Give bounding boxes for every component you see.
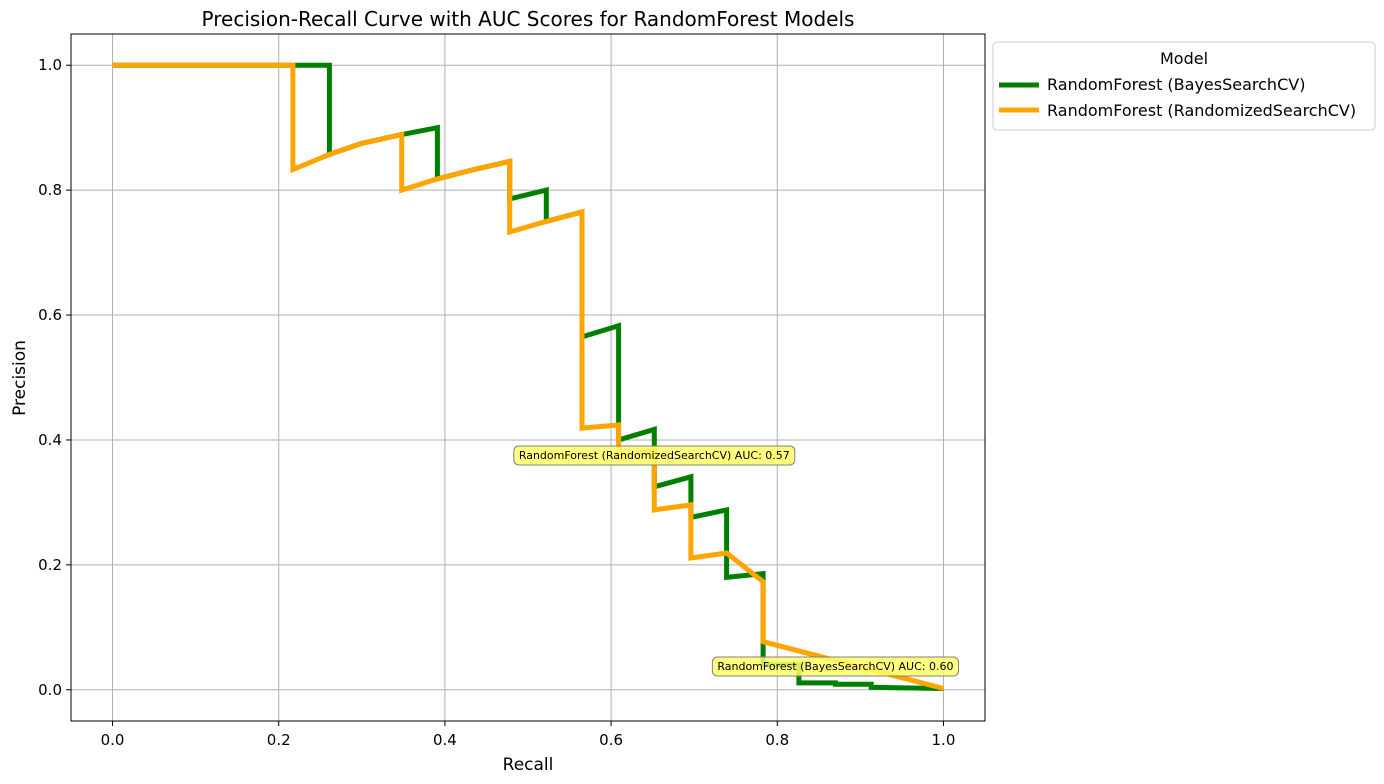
legend: Model RandomForest (BayesSearchCV) Rando… bbox=[992, 41, 1376, 131]
y-tick-label: 0.8 bbox=[38, 181, 62, 199]
chart-title: Precision-Recall Curve with AUC Scores f… bbox=[202, 7, 855, 31]
x-tick-label: 0.0 bbox=[101, 731, 125, 749]
x-tick-label: 0.6 bbox=[599, 731, 623, 749]
x-tick-label: 1.0 bbox=[932, 731, 956, 749]
ticks: 0.0 0.2 0.4 0.6 0.8 1.0 0.0 0.2 0.4 0.6 0.8 1.0 bbox=[38, 56, 955, 749]
annotation-layer: RandomForest (RandomizedSearchCV) AUC: 0… bbox=[513, 445, 959, 677]
auc-annotation: RandomForest (BayesSearchCV) AUC: 0.60 bbox=[711, 656, 959, 677]
y-tick-label: 1.0 bbox=[38, 56, 62, 74]
legend-label-randomized: RandomForest (RandomizedSearchCV) bbox=[1047, 101, 1356, 120]
x-axis-label: Recall bbox=[503, 755, 554, 775]
x-tick-label: 0.4 bbox=[433, 731, 457, 749]
legend-label-bayes: RandomForest (BayesSearchCV) bbox=[1047, 75, 1305, 94]
y-tick-label: 0.2 bbox=[38, 556, 62, 574]
series-layer bbox=[112, 62, 945, 691]
plot-frame bbox=[70, 33, 986, 722]
series-line-randomized bbox=[112, 62, 945, 691]
y-tick-label: 0.4 bbox=[38, 431, 62, 449]
annotation-text: RandomForest (BayesSearchCV) AUC: 0.60 bbox=[717, 660, 953, 673]
grid bbox=[71, 34, 985, 721]
x-tick-label: 0.8 bbox=[765, 731, 789, 749]
auc-annotation: RandomForest (RandomizedSearchCV) AUC: 0… bbox=[513, 445, 796, 466]
y-tick-label: 0.0 bbox=[38, 681, 62, 699]
x-tick-label: 0.2 bbox=[267, 731, 291, 749]
annotation-box bbox=[711, 656, 959, 677]
annotation-text: RandomForest (RandomizedSearchCV) AUC: 0… bbox=[519, 449, 790, 462]
legend-title: Model bbox=[1160, 49, 1208, 68]
legend-frame bbox=[992, 41, 1376, 131]
series-line-bayes bbox=[112, 62, 944, 691]
annotation-box bbox=[513, 445, 796, 466]
y-axis-label: Precision bbox=[10, 340, 30, 416]
y-tick-label: 0.6 bbox=[38, 306, 62, 324]
